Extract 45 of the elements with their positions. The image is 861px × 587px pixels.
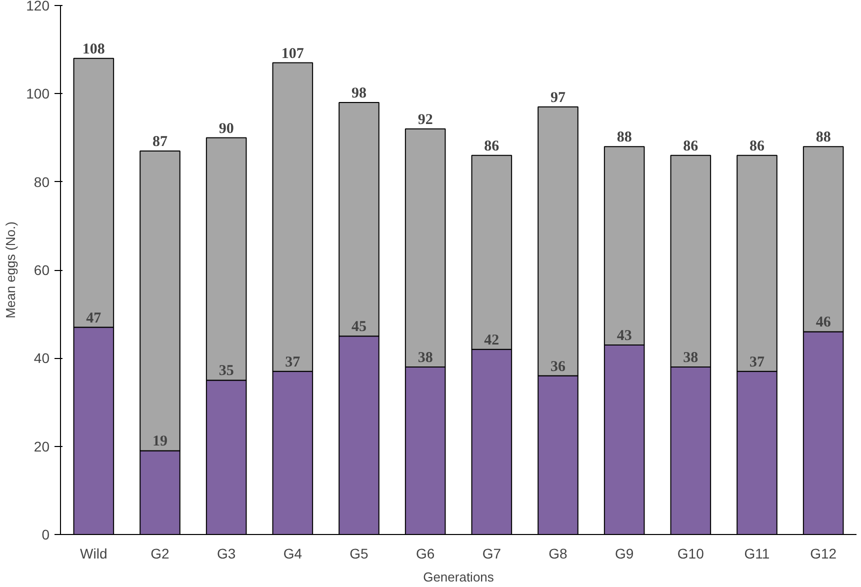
x-tick-label: Wild <box>80 546 108 562</box>
data-label: 45 <box>352 319 366 336</box>
data-label: 38 <box>683 350 698 366</box>
y-tick-label: 40 <box>34 350 50 366</box>
y-axis-title: Mean eggs (No.) <box>3 222 18 318</box>
total-label: 97 <box>550 90 566 106</box>
total-label: 92 <box>418 112 433 128</box>
x-tick-label: G7 <box>482 546 502 562</box>
total-label: 88 <box>816 130 831 146</box>
x-tick-label: G10 <box>677 546 704 562</box>
y-tick-label: 20 <box>34 438 50 454</box>
total-label: 86 <box>484 138 500 154</box>
total-label: 90 <box>218 120 234 137</box>
total-label: 86 <box>750 138 765 154</box>
x-tick-label: G9 <box>614 546 634 562</box>
data-label: 47 <box>86 310 102 326</box>
x-tick-label: G8 <box>548 546 568 562</box>
data-label: 37 <box>285 354 301 370</box>
y-tick-label: 60 <box>34 262 50 278</box>
total-label: 107 <box>281 46 304 62</box>
y-tick-label: 120 <box>26 0 50 14</box>
data-label: 36 <box>550 358 566 375</box>
data-label: 42 <box>484 332 500 348</box>
total-label: 98 <box>352 85 366 102</box>
total-label: 87 <box>152 134 168 150</box>
data-label: 46 <box>816 314 832 331</box>
y-tick-label: 0 <box>42 526 50 542</box>
x-tick-label: G5 <box>350 546 369 562</box>
x-tick-label: G2 <box>150 546 170 562</box>
data-label: 35 <box>218 363 234 380</box>
x-tick-label: G12 <box>810 546 837 562</box>
x-tick-label: G11 <box>744 546 770 562</box>
x-tick-label: G6 <box>416 546 435 562</box>
data-label: 19 <box>152 434 168 450</box>
data-label: 37 <box>750 354 765 370</box>
y-tick-label: 100 <box>26 86 50 102</box>
total-label: 108 <box>82 41 105 58</box>
x-tick-label: G4 <box>283 546 302 562</box>
data-label: 38 <box>418 350 433 366</box>
total-label: 88 <box>616 130 632 146</box>
x-axis-title: Generations <box>423 570 494 584</box>
x-tick-label: G3 <box>216 546 236 562</box>
y-tick-label: 80 <box>34 174 50 190</box>
total-label: 86 <box>683 138 699 154</box>
data-label: 43 <box>616 328 632 344</box>
